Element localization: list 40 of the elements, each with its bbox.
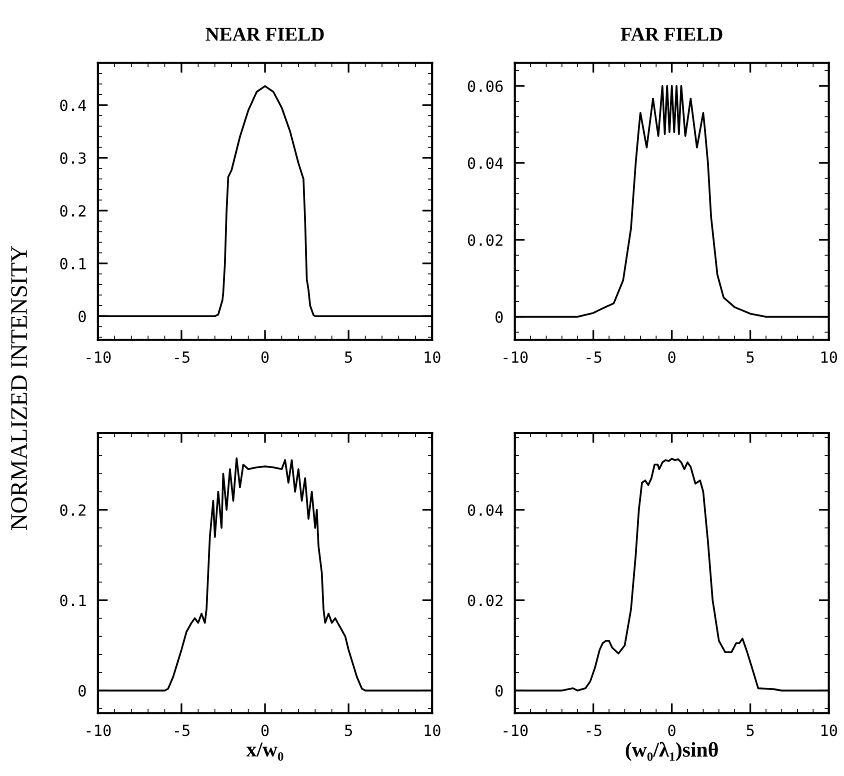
x-tick-label: 10 <box>424 724 440 736</box>
y-tick-label: 0.2 <box>60 504 86 516</box>
x-tick-label: 0 <box>668 724 676 736</box>
x-tick-label: -10 <box>86 351 111 363</box>
x-tick-label: 5 <box>345 724 352 736</box>
y-tick-label: 0.02 <box>468 234 502 246</box>
x-tick-label: -5 <box>174 352 190 363</box>
y-tick-label: 0 <box>496 311 503 323</box>
y-tick-label: 0.4 <box>60 100 86 112</box>
chart-title: FAR FIELD <box>620 28 722 41</box>
x-tick-label: 0 <box>261 724 269 736</box>
x-tick-label: 5 <box>345 352 352 363</box>
x-tick-label: -5 <box>586 724 602 736</box>
y-tick-label: 0.2 <box>60 205 86 217</box>
y-axis-title: NORMALIZED INTENSITY <box>11 246 28 530</box>
x-tick-label: -5 <box>586 352 602 363</box>
y-tick-label: 0.1 <box>60 594 86 606</box>
x-tick-label: 10 <box>821 724 838 736</box>
y-tick-label: 0 <box>78 685 86 697</box>
y-tick-label: 0 <box>78 310 86 322</box>
x-tick-label: 5 <box>746 352 754 363</box>
y-tick-label: 0.04 <box>468 504 503 516</box>
x-axis-title: (w₀/λ₁)sinθ <box>626 742 718 762</box>
chart-title: NEAR FIELD <box>206 28 324 41</box>
x-tick-label: 10 <box>821 351 838 363</box>
y-tick-label: 0.1 <box>60 258 86 270</box>
y-tick-label: 0.06 <box>468 80 503 92</box>
y-tick-label: 0.02 <box>468 594 502 606</box>
y-tick-label: 0.04 <box>468 157 503 169</box>
x-tick-label: -10 <box>504 724 528 736</box>
x-tick-label: 0 <box>261 351 269 363</box>
x-axis-title: x/w₀ <box>246 742 284 761</box>
x-tick-label: -10 <box>86 724 111 736</box>
x-tick-label: 0 <box>668 351 676 363</box>
x-tick-label: 10 <box>424 351 440 363</box>
y-tick-label: 0.3 <box>60 152 86 164</box>
x-tick-label: -10 <box>504 351 528 363</box>
x-tick-label: -5 <box>174 724 190 736</box>
x-tick-label: 5 <box>746 724 754 736</box>
y-tick-label: 0 <box>496 685 503 697</box>
